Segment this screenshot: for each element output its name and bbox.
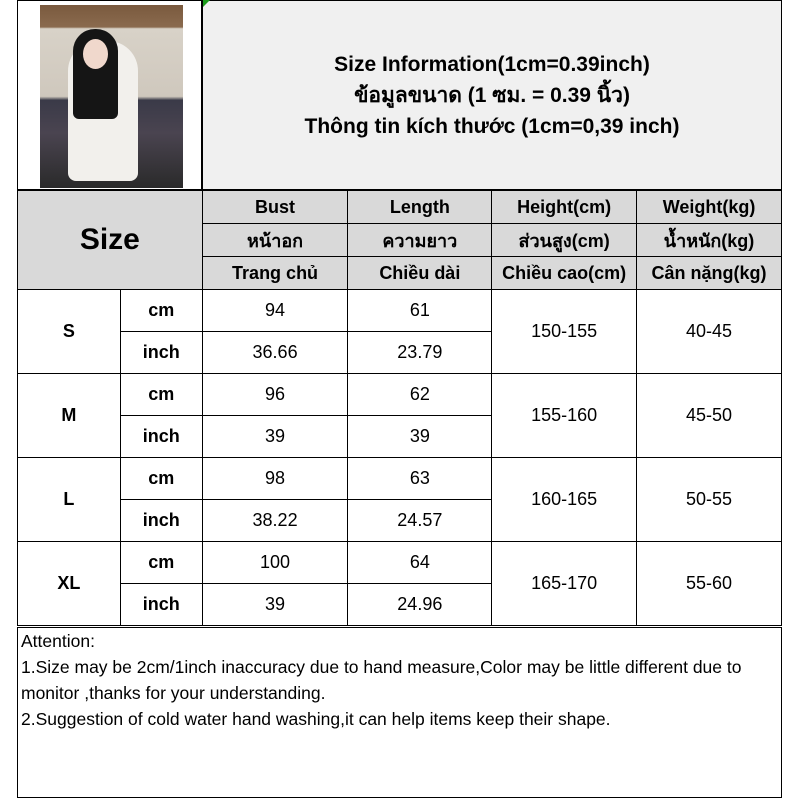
attention-note-1: 1.Size may be 2cm/1inch inaccuracy due t…: [21, 657, 742, 703]
column-header: หน้าอก: [201, 223, 349, 257]
length-cell: 63: [347, 457, 493, 500]
length-cell: 23.79: [347, 331, 493, 374]
column-header: Length: [347, 190, 493, 224]
attention-note-2: 2.Suggestion of cold water hand washing,…: [21, 709, 611, 729]
bust-cell: 36.66: [201, 331, 349, 374]
column-header: Chiều dài: [347, 256, 493, 290]
table-row: inch 38.22 24.57: [18, 499, 782, 542]
unit-cell: cm: [119, 373, 203, 416]
table-row: inch 36.66 23.79: [18, 331, 782, 374]
column-header: Bust: [201, 190, 349, 224]
weight-cell: 50-55: [636, 457, 782, 542]
header-row: Size Bust Length Height(cm) Weight(kg): [17, 190, 782, 290]
size-cell: L: [17, 457, 121, 542]
table-row: XL cm 100 64 165-170 55-60: [17, 541, 782, 626]
header-row: หน้าอก ความยาว ส่วนสูง(cm) น้ำหนัก(kg): [18, 223, 782, 257]
height-cell: 150-155: [491, 289, 638, 374]
length-cell: 39: [347, 415, 493, 458]
bust-cell: 100: [201, 541, 349, 584]
bust-cell: 98: [201, 457, 349, 500]
unit-cell: inch: [119, 415, 203, 458]
length-cell: 24.57: [347, 499, 493, 542]
height-cell: 155-160: [491, 373, 638, 458]
column-header: Weight(kg): [636, 190, 782, 224]
weight-cell: 45-50: [636, 373, 782, 458]
length-cell: 62: [347, 373, 493, 416]
unit-cell: cm: [119, 457, 203, 500]
size-info-title: Size Information(1cm=0.39inch) ข้อมูลขนา…: [202, 0, 782, 190]
column-header: น้ำหนัก(kg): [636, 223, 782, 257]
size-cell: S: [17, 289, 121, 374]
title-thai: ข้อมูลขนาด (1 ซม. = 0.39 นิ้ว): [354, 83, 630, 107]
product-photo: [17, 0, 202, 190]
header-row: Trang chủ Chiều dài Chiều cao(cm) Cân nặng(…: [18, 256, 782, 290]
column-header: ส่วนสูง(cm): [491, 223, 638, 257]
size-cell: XL: [17, 541, 121, 626]
bust-cell: 39: [201, 415, 349, 458]
table-row: inch 39 39: [18, 415, 782, 458]
column-header: Trang chủ: [201, 256, 349, 290]
unit-cell: cm: [119, 541, 203, 584]
unit-cell: inch: [119, 583, 203, 626]
column-header: Chiều cao(cm): [491, 256, 638, 290]
size-cell: M: [17, 373, 121, 458]
length-cell: 64: [347, 541, 493, 584]
bust-cell: 94: [201, 289, 349, 332]
unit-cell: inch: [119, 331, 203, 374]
height-cell: 165-170: [491, 541, 638, 626]
unit-cell: cm: [119, 289, 203, 332]
attention-notes: Attention: 1.Size may be 2cm/1inch inacc…: [17, 627, 782, 798]
column-header: Height(cm): [491, 190, 638, 224]
table-row: inch 39 24.96: [18, 583, 782, 626]
size-header: Size: [17, 190, 203, 290]
cell-marker: [203, 0, 210, 7]
size-table: Size Bust Length Height(cm) Weight(kg) หน้าอก…: [17, 190, 782, 626]
bust-cell: 38.22: [201, 499, 349, 542]
weight-cell: 40-45: [636, 289, 782, 374]
title-english: Size Information(1cm=0.39inch): [334, 52, 650, 76]
column-header: ความยาว: [347, 223, 493, 257]
height-cell: 160-165: [491, 457, 638, 542]
weight-cell: 55-60: [636, 541, 782, 626]
bust-cell: 39: [201, 583, 349, 626]
title-vietnamese: Thông tin kích thước (1cm=0,39 inch): [304, 114, 680, 138]
unit-cell: inch: [119, 499, 203, 542]
bust-cell: 96: [201, 373, 349, 416]
attention-heading: Attention:: [21, 631, 95, 651]
length-cell: 61: [347, 289, 493, 332]
length-cell: 24.96: [347, 583, 493, 626]
column-header: Cân nặng(kg): [636, 256, 782, 290]
